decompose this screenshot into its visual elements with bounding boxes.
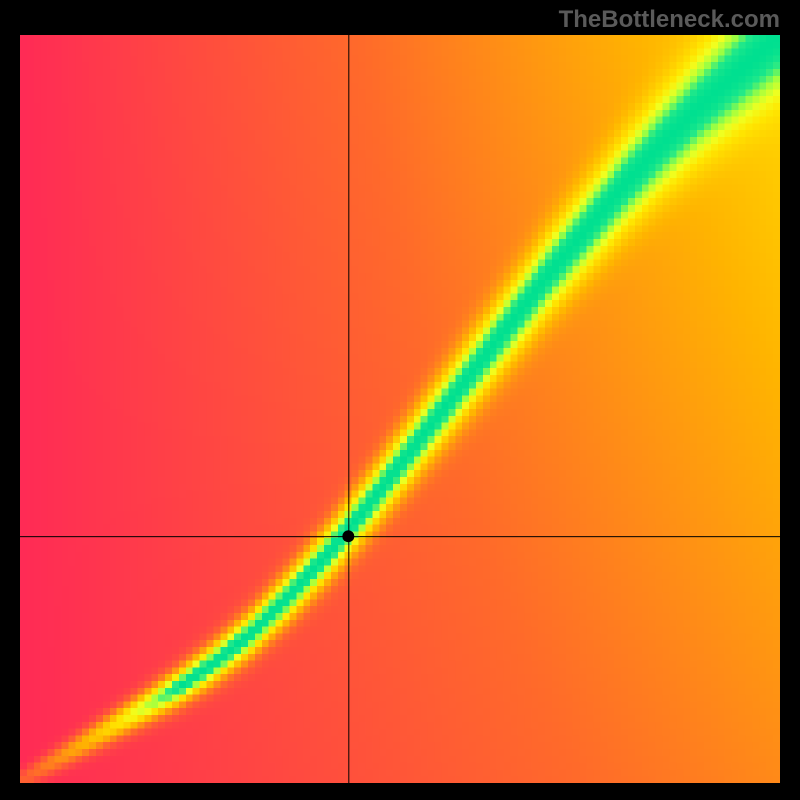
watermark-text: TheBottleneck.com xyxy=(559,6,780,34)
chart-container: TheBottleneck.com xyxy=(0,0,800,800)
crosshair-overlay xyxy=(20,35,780,783)
